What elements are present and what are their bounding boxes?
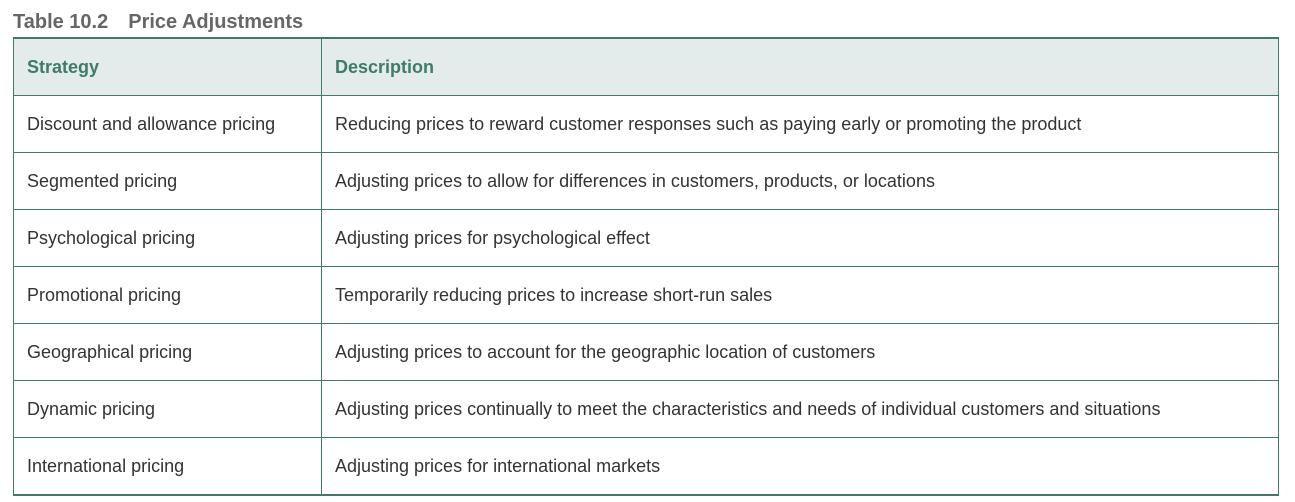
price-adjustments-table: Strategy Description Discount and allowa… [13,37,1279,496]
strategy-cell: Promotional pricing [13,266,322,324]
strategy-cell: Geographical pricing [13,323,322,381]
table-row: Psychological pricing Adjusting prices f… [13,209,1279,267]
table-number: Table 10.2 [13,11,109,33]
header-row: Strategy Description [13,37,1279,96]
strategy-cell: Psychological pricing [13,209,322,267]
table-row: Discount and allowance pricing Reducing … [13,95,1279,153]
table-row: Segmented pricing Adjusting prices to al… [13,152,1279,210]
description-cell: Adjusting prices to allow for difference… [321,152,1279,210]
header-description: Description [321,37,1279,96]
strategy-cell: Dynamic pricing [13,380,322,438]
table-title: Price Adjustments [128,11,304,33]
description-cell: Adjusting prices continually to meet the… [321,380,1279,438]
table-header: Strategy Description [13,37,1279,96]
description-cell: Adjusting prices for psychological effec… [321,209,1279,267]
header-strategy: Strategy [13,37,322,96]
description-cell: Temporarily reducing prices to increase … [321,266,1279,324]
description-cell: Adjusting prices for international marke… [321,437,1279,496]
description-cell: Adjusting prices to account for the geog… [321,323,1279,381]
strategy-cell: Discount and allowance pricing [13,95,322,153]
strategy-cell: Segmented pricing [13,152,322,210]
table-caption: Table 10.2 Price Adjustments [13,10,303,34]
table-body: Discount and allowance pricing Reducing … [13,95,1279,496]
description-cell: Reducing prices to reward customer respo… [321,95,1279,153]
table-row: Promotional pricing Temporarily reducing… [13,266,1279,324]
table-row: International pricing Adjusting prices f… [13,437,1279,496]
table-row: Geographical pricing Adjusting prices to… [13,323,1279,381]
table-row: Dynamic pricing Adjusting prices continu… [13,380,1279,438]
strategy-cell: International pricing [13,437,322,496]
